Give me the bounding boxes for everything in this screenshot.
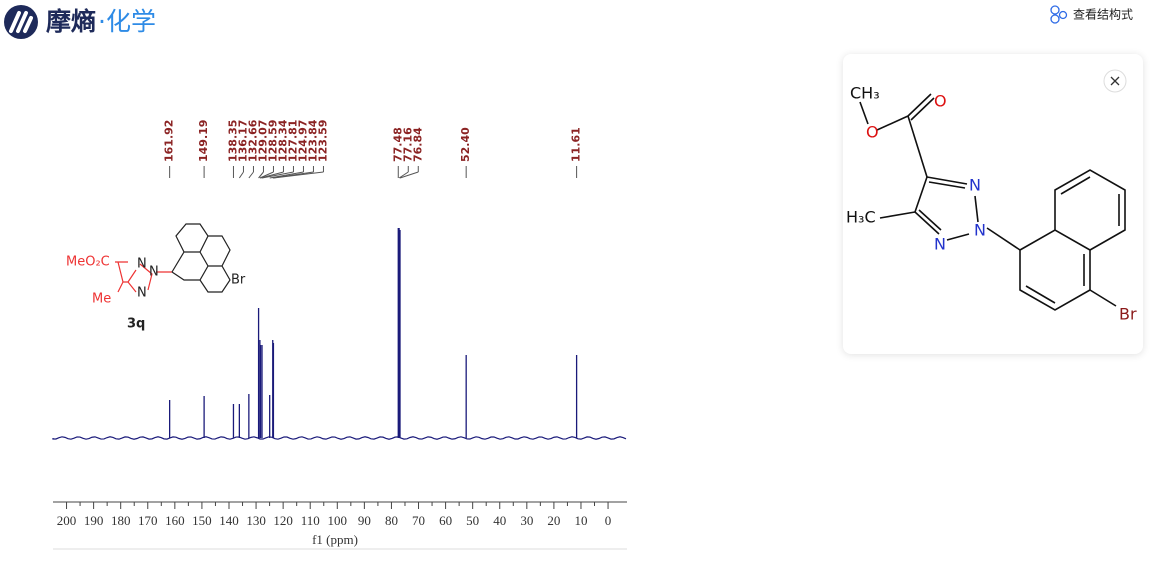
x-tick-label: 200 xyxy=(57,513,77,528)
icon xyxy=(1050,14,1060,24)
bonds xyxy=(859,93,1126,311)
bond xyxy=(115,261,172,293)
atom-label: N xyxy=(137,286,147,301)
bond xyxy=(171,223,231,293)
logo[interactable]: 摩熵 ·化学 xyxy=(4,5,156,39)
x-tick-label: 10 xyxy=(574,513,587,528)
peak-leader xyxy=(259,171,274,179)
peak-label: 127.81 xyxy=(286,120,299,162)
atom-label: O xyxy=(934,92,947,111)
peak-leader xyxy=(248,171,254,179)
peak-label: 124.97 xyxy=(296,120,309,162)
view-structure[interactable]: 查看结构式 xyxy=(1050,5,1133,24)
peak-label: 123.59 xyxy=(316,120,329,162)
logo-mark xyxy=(9,11,33,33)
ester-label: MeO₂C xyxy=(66,255,110,270)
peak-label: 128.59 xyxy=(266,120,279,162)
x-tick-label: 90 xyxy=(358,513,371,528)
atom-label: N xyxy=(934,235,946,254)
x-tick-label: 40 xyxy=(493,513,506,528)
peak-leader xyxy=(238,171,244,179)
peak-label: 132.66 xyxy=(246,119,259,162)
x-tick-label: 100 xyxy=(328,513,348,528)
peak-label: 138.35 xyxy=(226,120,239,162)
atom-label: N xyxy=(974,221,986,240)
peak-label: 77.16 xyxy=(401,127,414,162)
peak-label: 76.84 xyxy=(411,127,424,162)
peak-label: 136.17 xyxy=(236,120,249,162)
peak-leader xyxy=(258,171,264,179)
peak-label: 161.92 xyxy=(163,120,176,162)
peak-label: 77.48 xyxy=(391,127,404,162)
peak-label: 129.07 xyxy=(256,120,269,162)
icon xyxy=(1058,10,1068,20)
x-tick-label: 190 xyxy=(84,513,104,528)
atom-label: N xyxy=(969,176,981,195)
compound-inset xyxy=(115,223,231,293)
methyl-label: Me xyxy=(92,292,111,307)
peak-leader xyxy=(273,171,324,179)
atom-label: H₃C xyxy=(846,208,876,227)
close-icon xyxy=(1110,76,1120,86)
peak-leader xyxy=(269,171,304,179)
brand-accent: ·化学 xyxy=(98,7,156,36)
structure-card: CH₃ O O H₃C N N N Br xyxy=(843,54,1143,354)
peak-label: 149.19 xyxy=(197,120,210,162)
atom-label: CH₃ xyxy=(850,84,880,103)
brand: 摩熵 xyxy=(46,7,96,36)
peak-label: 52.40 xyxy=(459,127,472,162)
x-tick-label: 140 xyxy=(219,513,239,528)
x-axis-label: f1 (ppm) xyxy=(312,532,358,547)
x-tick-label: 30 xyxy=(520,513,533,528)
peak-leader xyxy=(261,171,294,179)
atom-label: Br xyxy=(1119,305,1137,324)
x-tick-label: 80 xyxy=(385,513,398,528)
peak-label: 123.84 xyxy=(306,119,319,162)
peak-label: 11.61 xyxy=(570,127,583,162)
x-tick-label: 130 xyxy=(246,513,266,528)
atom-label: O xyxy=(866,123,879,142)
x-tick-label: 50 xyxy=(466,513,479,528)
compound-number: 3q xyxy=(127,317,145,332)
action-link: 查看结构式 xyxy=(1073,7,1133,22)
atom-label: N xyxy=(149,265,159,280)
compound-labels: MeO₂C Me N N N Br 3q xyxy=(66,255,246,332)
peak-label: 128.34 xyxy=(276,119,289,162)
icon xyxy=(1050,5,1060,15)
x-tick-label: 0 xyxy=(605,513,612,528)
x-tick-label: 150 xyxy=(192,513,212,528)
x-tick-label: 170 xyxy=(138,513,158,528)
peak-leader xyxy=(260,171,284,179)
peak-leader xyxy=(398,171,409,179)
atom-label: N xyxy=(137,257,147,272)
structure: CH₃ O O H₃C N N N Br xyxy=(846,69,1137,324)
x-tick-label: 60 xyxy=(439,513,452,528)
x-tick-label: 160 xyxy=(165,513,185,528)
x-tick-label: 70 xyxy=(412,513,425,528)
atom-labels: CH₃ O O H₃C N N N Br xyxy=(846,84,1137,324)
x-tick-label: 180 xyxy=(111,513,131,528)
x-tick-label: 110 xyxy=(301,513,320,528)
atom-label: Br xyxy=(231,273,246,288)
peak-leader xyxy=(399,171,419,179)
x-tick-label: 20 xyxy=(547,513,560,528)
x-tick-label: 120 xyxy=(273,513,293,528)
baseline xyxy=(52,436,627,440)
